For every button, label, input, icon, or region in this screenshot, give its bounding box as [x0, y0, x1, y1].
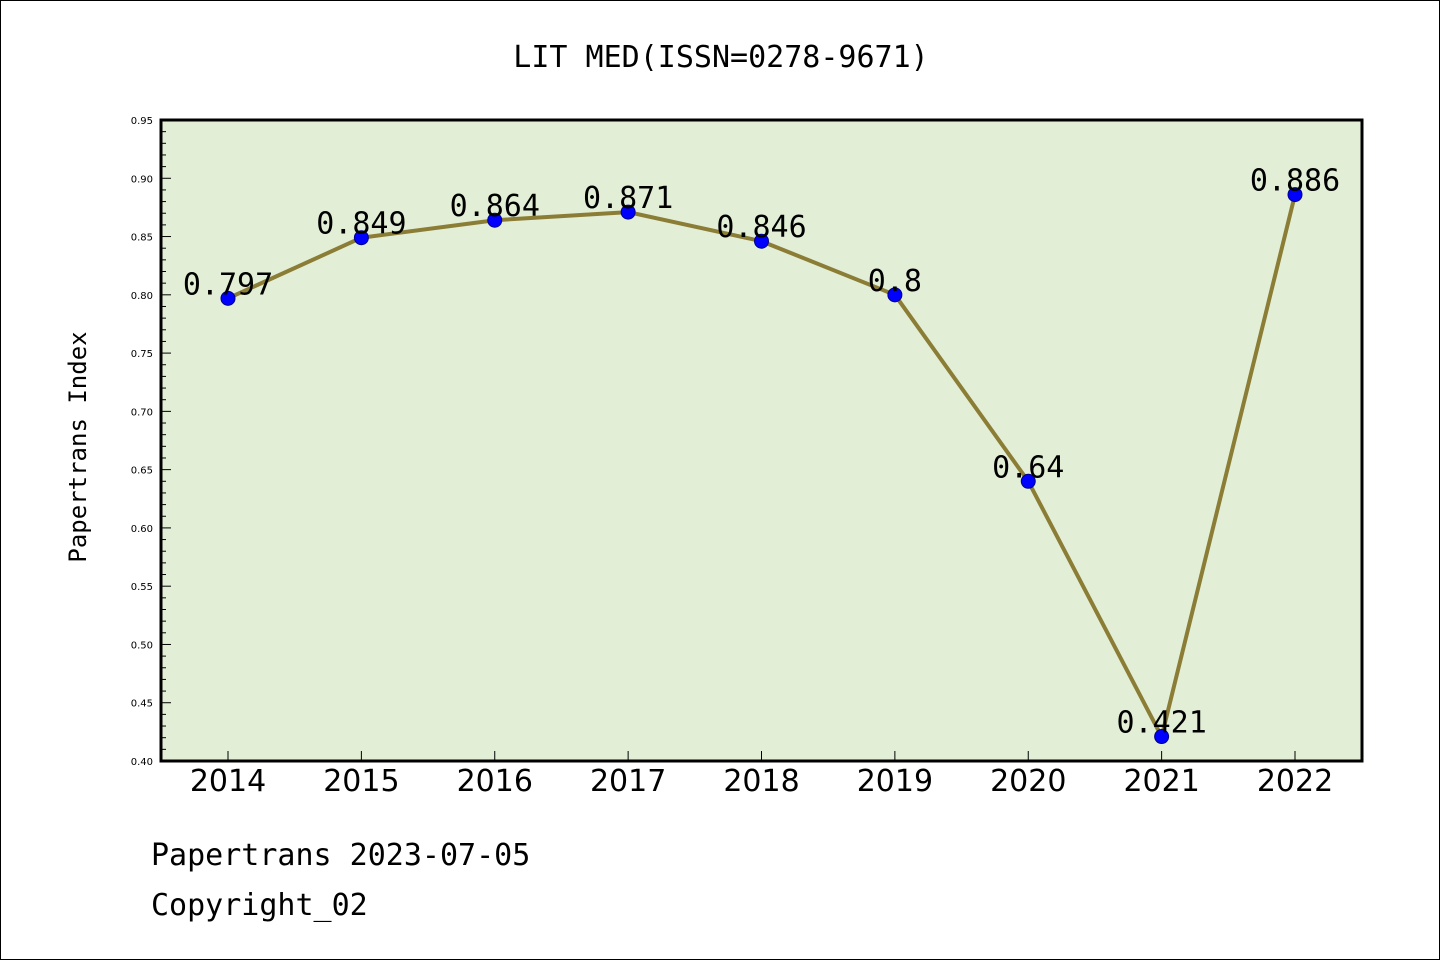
x-tick-label: 2015: [323, 764, 399, 799]
y-tick-label: 0.90: [131, 174, 153, 185]
plot-area: [161, 120, 1362, 761]
data-label: 0.886: [1250, 164, 1340, 199]
y-tick-label: 0.75: [131, 349, 153, 360]
x-tick-label: 2021: [1123, 764, 1199, 799]
x-tick-label: 2019: [857, 764, 933, 799]
markers-group: [220, 187, 1303, 745]
plot-border: [159, 118, 1364, 763]
data-point-marker: [220, 290, 236, 306]
y-tick-label: 0.40: [131, 757, 153, 768]
data-label: 0.846: [716, 210, 806, 245]
x-tick-label: 2017: [590, 764, 666, 799]
y-axis: 0.40 0.45 0.50 0.55 0.60 0.65 0.70 0.75 0.80 0.85…: [131, 116, 171, 768]
y-tick-label: 0.80: [131, 291, 153, 302]
x-tick-label: 2022: [1257, 764, 1333, 799]
data-label: 0.849: [316, 207, 406, 242]
x-tick-label: 2016: [457, 764, 533, 799]
data-label: 0.8: [868, 264, 922, 299]
data-labels-group: 0.797 0.849 0.864 0.871 0.846 0.8 0.64 0.421 0.8…: [183, 164, 1340, 741]
data-label: 0.871: [583, 181, 673, 216]
y-tick-label: 0.55: [131, 582, 153, 593]
x-axis: 2014 2015 2016 2017 2018 2019 2020 2021 2022: [190, 751, 1333, 799]
y-tick-label: 0.85: [131, 233, 153, 244]
y-tick-label: 0.65: [131, 466, 153, 477]
y-tick-label: 0.45: [131, 699, 153, 710]
y-axis-label: Papertrans Index: [64, 331, 92, 562]
y-tick-label: 0.70: [131, 407, 153, 418]
data-label: 0.797: [183, 267, 273, 302]
y-tick-label: 0.95: [131, 116, 153, 127]
footer-date: Papertrans 2023-07-05: [151, 838, 530, 873]
x-tick-label: 2018: [723, 764, 799, 799]
y-tick-label: 0.50: [131, 640, 153, 651]
chart-title: LIT MED(ISSN=0278-9671): [513, 40, 928, 75]
data-point-marker: [1287, 187, 1303, 203]
x-tick-label: 2020: [990, 764, 1066, 799]
data-point-marker: [754, 233, 769, 249]
x-tick-label: 2014: [190, 764, 266, 799]
data-label: 0.864: [450, 189, 540, 224]
data-point-marker: [1154, 729, 1170, 745]
data-label: 0.421: [1116, 706, 1206, 741]
data-label: 0.64: [992, 450, 1064, 485]
data-point-marker: [887, 287, 903, 303]
data-point-marker: [353, 230, 369, 246]
data-point-marker: [1020, 473, 1036, 489]
data-point-marker: [487, 212, 503, 228]
footer-copyright: Copyright_02: [151, 888, 368, 923]
y-tick-label: 0.60: [131, 524, 153, 535]
data-point-marker: [620, 204, 636, 220]
